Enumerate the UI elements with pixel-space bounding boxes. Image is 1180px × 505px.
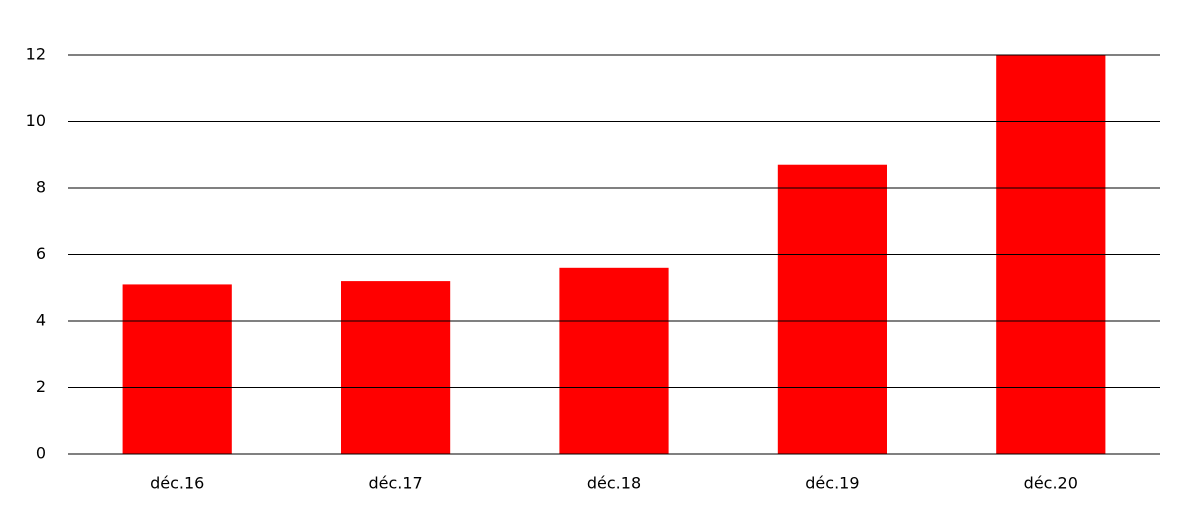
x-tick-label: déc.17 xyxy=(368,474,422,493)
x-tick-label: déc.16 xyxy=(150,474,204,493)
x-tick-label: déc.18 xyxy=(587,474,641,493)
bar xyxy=(122,284,232,454)
y-tick-label: 8 xyxy=(36,178,46,197)
bar xyxy=(777,164,887,454)
y-tick-label: 4 xyxy=(36,311,46,330)
y-tick-label: 12 xyxy=(26,45,46,64)
y-tick-label: 0 xyxy=(36,444,46,463)
bar xyxy=(341,281,451,454)
bar xyxy=(559,267,669,454)
y-tick-label: 10 xyxy=(26,111,46,130)
y-tick-label: 6 xyxy=(36,244,46,263)
y-tick-label: 2 xyxy=(36,377,46,396)
x-tick-label: déc.20 xyxy=(1024,474,1078,493)
x-tick-label: déc.19 xyxy=(805,474,859,493)
